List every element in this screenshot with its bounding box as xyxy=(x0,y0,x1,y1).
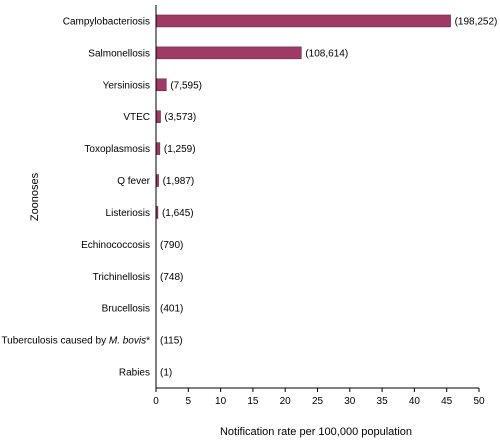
data-label: (401) xyxy=(160,304,183,315)
bar xyxy=(155,78,167,92)
x-axis-title: Notification rate per 100,000 population xyxy=(220,426,412,438)
x-tick-label: 20 xyxy=(280,396,292,407)
bar xyxy=(155,46,302,60)
data-label: (108,614) xyxy=(305,48,348,59)
category-labels: Campylobacteriosis Salmonellosis Yersinios… xyxy=(1,16,150,378)
category-label: Yersiniosis xyxy=(103,80,150,91)
category-label: Toxoplasmosis xyxy=(84,144,150,155)
category-label: Rabies xyxy=(119,368,150,379)
bar xyxy=(155,110,161,123)
data-label: (1) xyxy=(160,368,172,379)
bar xyxy=(155,14,451,28)
category-label: Trichinellosis xyxy=(93,272,150,283)
y-axis-title: Zoonoses xyxy=(29,172,41,221)
category-label: Brucellosis xyxy=(102,304,150,315)
x-tick-label: 10 xyxy=(215,396,227,407)
data-labels: (198,252) (108,614) (7,595) (3,573) (1,259) (… xyxy=(160,16,497,378)
data-label: (7,595) xyxy=(170,80,202,91)
category-label: VTEC xyxy=(123,112,150,123)
data-label: (790) xyxy=(160,240,183,251)
x-axis-ticks: 0 5 10 15 20 25 30 35 40 45 50 xyxy=(153,388,485,407)
data-label: (1,645) xyxy=(162,208,194,219)
x-tick-label: 35 xyxy=(377,396,389,407)
category-label: Q fever xyxy=(117,176,150,187)
category-label: Salmonellosis xyxy=(88,48,150,59)
data-label: (198,252) xyxy=(455,16,498,27)
x-tick-label: 5 xyxy=(186,396,192,407)
bars xyxy=(155,14,451,219)
data-label: (748) xyxy=(160,272,183,283)
category-label: Echinococcosis xyxy=(81,240,150,251)
data-label: (115) xyxy=(160,336,183,347)
x-tick-label: 45 xyxy=(441,396,453,407)
category-label: Tuberculosis caused by M. bovis* xyxy=(1,336,150,347)
data-label: (1,259) xyxy=(164,144,196,155)
x-tick-label: 50 xyxy=(473,396,485,407)
bar xyxy=(155,142,161,155)
category-label: Listeriosis xyxy=(106,208,150,219)
data-label: (3,573) xyxy=(165,112,197,123)
data-label: (1,987) xyxy=(163,176,195,187)
x-tick-label: 25 xyxy=(312,396,324,407)
x-tick-label: 40 xyxy=(409,396,421,407)
category-label: Campylobacteriosis xyxy=(63,16,150,27)
x-tick-label: 0 xyxy=(153,396,159,407)
x-tick-label: 15 xyxy=(247,396,259,407)
x-tick-label: 30 xyxy=(344,396,356,407)
